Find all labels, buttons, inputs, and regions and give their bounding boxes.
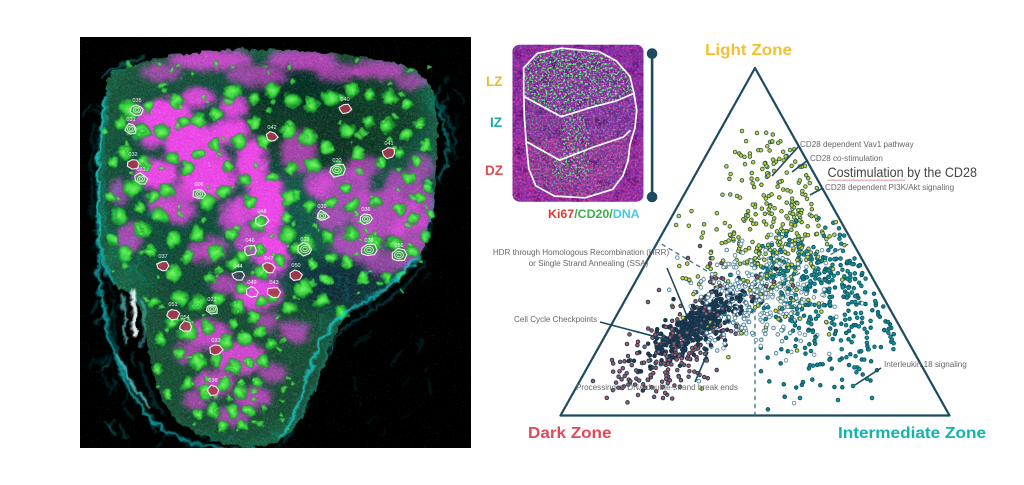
svg-text:043: 043 bbox=[269, 280, 278, 286]
svg-text:Dark Zone: Dark Zone bbox=[528, 425, 612, 442]
svg-text:029: 029 bbox=[300, 237, 309, 243]
svg-text:CD28 dependent PI3K/Akt signal: CD28 dependent PI3K/Akt signaling bbox=[825, 183, 954, 192]
svg-text:040: 040 bbox=[340, 97, 349, 103]
svg-text:Cell Cycle Checkpoints: Cell Cycle Checkpoints bbox=[514, 315, 597, 324]
svg-text:Intermediate Zone: Intermediate Zone bbox=[838, 425, 986, 442]
svg-text:051: 051 bbox=[168, 302, 177, 308]
svg-text:035: 035 bbox=[132, 98, 141, 104]
svg-text:041: 041 bbox=[384, 141, 393, 147]
svg-text:039: 039 bbox=[317, 204, 326, 210]
svg-text:Interleukin 18 signaling: Interleukin 18 signaling bbox=[884, 360, 967, 369]
svg-text:CD28 co-stimulation: CD28 co-stimulation bbox=[810, 154, 883, 163]
svg-text:036: 036 bbox=[361, 207, 370, 213]
svg-text:or Single Strand Annealing (SS: or Single Strand Annealing (SSA) bbox=[529, 259, 649, 268]
svg-text:042: 042 bbox=[267, 125, 276, 131]
svg-text:HDR through Homologous Recombi: HDR through Homologous Recombination (HR… bbox=[493, 248, 670, 257]
svg-text:DZ: DZ bbox=[485, 163, 503, 178]
svg-text:050: 050 bbox=[291, 263, 300, 269]
svg-text:036: 036 bbox=[364, 238, 373, 244]
svg-text:044: 044 bbox=[233, 264, 242, 270]
svg-text:031: 031 bbox=[126, 117, 135, 123]
svg-text:Processing of DNA double-stran: Processing of DNA double-strand break en… bbox=[576, 383, 738, 392]
svg-text:021: 021 bbox=[136, 167, 145, 173]
svg-text:LZ: LZ bbox=[486, 74, 503, 89]
svg-text:Costimulation by the CD28: Costimulation by the CD28 bbox=[828, 164, 978, 180]
svg-text:022: 022 bbox=[207, 297, 216, 303]
svg-text:032: 032 bbox=[128, 152, 137, 158]
svg-text:006: 006 bbox=[194, 182, 203, 188]
svg-text:056: 056 bbox=[394, 243, 403, 249]
svg-text:047: 047 bbox=[264, 256, 273, 262]
svg-text:049: 049 bbox=[247, 280, 256, 286]
svg-text:054: 054 bbox=[180, 315, 189, 321]
svg-text:Light Zone: Light Zone bbox=[705, 42, 792, 59]
svg-text:048: 048 bbox=[257, 209, 266, 215]
svg-text:Ki67/CD20/DNA: Ki67/CD20/DNA bbox=[548, 207, 640, 221]
svg-text:037: 037 bbox=[158, 254, 167, 260]
svg-text:033: 033 bbox=[211, 338, 220, 344]
svg-text:020: 020 bbox=[332, 158, 341, 164]
svg-text:IZ: IZ bbox=[490, 115, 502, 130]
svg-text:CD28 dependent Vav1 pathway: CD28 dependent Vav1 pathway bbox=[800, 140, 915, 149]
svg-text:038: 038 bbox=[208, 378, 217, 384]
svg-text:046: 046 bbox=[245, 238, 254, 244]
